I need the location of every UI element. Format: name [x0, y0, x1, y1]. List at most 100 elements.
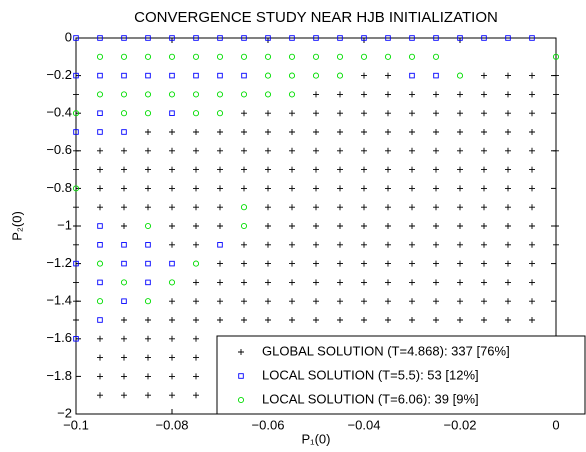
- plus-marker: [385, 241, 391, 248]
- plus-marker: [529, 166, 535, 173]
- square-marker: [169, 72, 175, 79]
- square-marker: [193, 35, 199, 41]
- plus-marker: [385, 298, 391, 305]
- plus-marker: [529, 204, 535, 211]
- circle-marker: [192, 53, 200, 60]
- square-marker: [505, 35, 511, 41]
- square-marker: [73, 35, 79, 41]
- square-marker: [121, 260, 127, 267]
- plus-marker: [289, 204, 295, 211]
- plus-marker: [313, 185, 319, 192]
- plus-marker: [337, 298, 343, 305]
- circle-marker: [120, 110, 128, 117]
- plus-marker: [481, 91, 487, 98]
- x-tick-label: −0.08: [156, 417, 189, 432]
- plus-marker: [529, 129, 535, 135]
- plus-marker: [217, 260, 223, 267]
- plus-marker: [505, 260, 511, 267]
- plus-marker: [529, 223, 535, 229]
- plus-marker: [169, 166, 175, 173]
- circle-marker: [456, 72, 464, 79]
- plus-marker: [313, 241, 319, 248]
- plus-marker: [193, 129, 199, 135]
- square-marker: [433, 72, 439, 79]
- plus-marker: [337, 241, 343, 248]
- plus-marker: [337, 204, 343, 211]
- plus-marker: [409, 91, 415, 98]
- plus-marker: [505, 166, 511, 173]
- plus-marker: [409, 317, 415, 323]
- plus-marker: [73, 166, 79, 173]
- plus-marker: [145, 147, 151, 154]
- plus-marker: [193, 241, 199, 248]
- plus-marker: [289, 110, 295, 117]
- plus-marker: [193, 298, 199, 305]
- plus-marker: [121, 317, 127, 323]
- plus-marker: [145, 166, 151, 173]
- square-marker: [385, 35, 391, 41]
- plus-marker: [529, 279, 535, 286]
- plus-marker: [241, 166, 247, 173]
- plus-marker: [385, 223, 391, 229]
- circle-marker: [96, 91, 104, 98]
- plus-marker: [457, 110, 463, 117]
- plus-marker: [145, 392, 151, 399]
- plus-marker: [361, 72, 367, 79]
- plus-marker: [433, 110, 439, 117]
- circle-marker: [552, 53, 560, 60]
- plus-marker: [145, 373, 151, 380]
- plus-marker: [457, 260, 463, 267]
- square-marker: [409, 72, 415, 79]
- plus-marker: [481, 204, 487, 211]
- circle-marker: [216, 110, 224, 117]
- plus-marker: [481, 147, 487, 154]
- plus-marker: [433, 147, 439, 154]
- plus-marker: [505, 129, 511, 135]
- square-marker: [361, 35, 367, 41]
- square-marker: [121, 242, 127, 248]
- plus-marker: [385, 260, 391, 267]
- plus-marker: [481, 223, 487, 229]
- plus-marker: [169, 392, 175, 399]
- circle-marker: [240, 53, 248, 60]
- plus-marker: [145, 204, 151, 211]
- plus-marker: [337, 147, 343, 154]
- x-tick-label: −0.06: [252, 417, 285, 432]
- plus-marker: [433, 91, 439, 98]
- circle-marker: [168, 91, 176, 98]
- y-tick-label: −1.8: [46, 368, 72, 383]
- plus-marker: [217, 166, 223, 173]
- plus-marker: [265, 223, 271, 229]
- plus-marker: [313, 260, 319, 267]
- plus-marker: [409, 279, 415, 286]
- square-marker: [97, 242, 103, 248]
- plus-marker: [97, 373, 103, 380]
- square-marker: [73, 260, 79, 267]
- plus-marker: [169, 223, 175, 229]
- square-marker: [529, 35, 535, 41]
- plus-marker: [481, 279, 487, 286]
- plus-marker: [433, 185, 439, 192]
- plus-marker: [337, 110, 343, 117]
- plus-marker: [193, 204, 199, 211]
- plus-marker: [73, 204, 79, 211]
- plus-marker: [553, 91, 559, 98]
- plus-marker: [313, 91, 319, 98]
- square-marker: [97, 35, 103, 41]
- y-tick-label: −0.6: [46, 142, 72, 157]
- plus-marker: [97, 354, 103, 361]
- plus-marker: [289, 129, 295, 135]
- plus-marker: [529, 91, 535, 98]
- plus-marker: [433, 260, 439, 267]
- x-tick-label: −0.04: [348, 417, 381, 432]
- plus-marker: [337, 91, 343, 98]
- plus-marker: [337, 129, 343, 135]
- plus-marker: [361, 298, 367, 305]
- plus-marker: [385, 204, 391, 211]
- legend-label: GLOBAL SOLUTION (T=4.868): 337 [76%]: [262, 343, 510, 358]
- square-marker: [73, 72, 79, 79]
- y-tick-label: −1.4: [46, 293, 72, 308]
- plus-marker: [217, 147, 223, 154]
- plus-marker: [169, 298, 175, 305]
- plus-marker: [121, 373, 127, 380]
